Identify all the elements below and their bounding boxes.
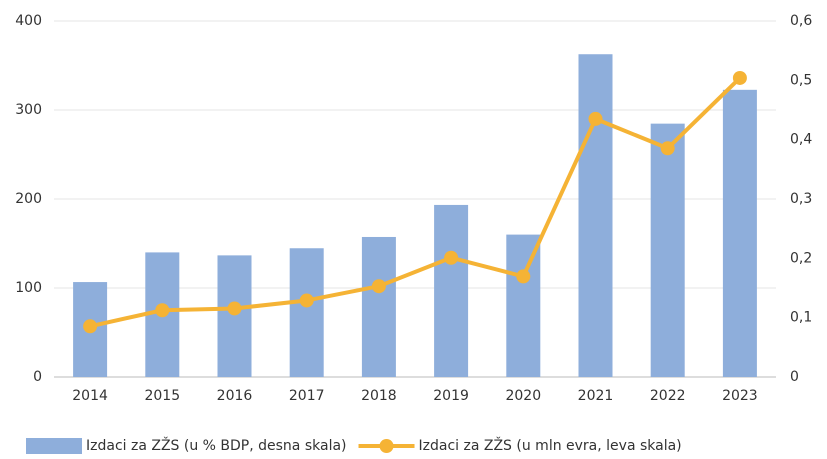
- line-point: [444, 250, 459, 265]
- bar: [722, 89, 757, 378]
- x-tick-label: 2020: [505, 388, 541, 404]
- line-point: [83, 319, 98, 334]
- x-tick-label: 2014: [72, 388, 108, 404]
- legend-swatch: [26, 438, 82, 454]
- bar: [289, 248, 324, 377]
- y-tick-label: 400: [15, 13, 42, 29]
- x-tick-label: 2018: [361, 388, 397, 404]
- line-point: [371, 279, 386, 294]
- legend-label: Izdaci za ZŽS (u % BDP, desna skala): [86, 436, 347, 454]
- x-tick-label: 2022: [650, 388, 686, 404]
- bar: [650, 123, 685, 377]
- y-tick-label: 200: [15, 191, 42, 207]
- y-tick-label: 300: [15, 102, 42, 118]
- y2-tick-label: 0,6: [790, 13, 812, 29]
- y2-tick-label: 0,5: [790, 72, 812, 88]
- x-tick-label: 2019: [433, 388, 469, 404]
- line: [89, 76, 742, 329]
- x-tick-label: 2017: [289, 388, 325, 404]
- x-tick-label: 2023: [722, 388, 758, 404]
- y2-tick-label: 0,4: [790, 132, 812, 148]
- line-point: [516, 269, 531, 284]
- legend-label: Izdaci za ZŽS (u mln evra, leva skala): [419, 436, 682, 454]
- y2-tick-label: 0,1: [790, 310, 812, 326]
- y2-tick-label: 0: [790, 369, 799, 385]
- y2-tick-label: 0,2: [790, 250, 812, 266]
- bar: [361, 236, 396, 377]
- line-point: [588, 111, 603, 126]
- line-point: [660, 141, 675, 156]
- x-tick-label: 2021: [578, 388, 614, 404]
- legend-swatch: [379, 439, 394, 453]
- bar: [506, 234, 541, 377]
- bar: [217, 255, 252, 377]
- bar: [434, 204, 469, 377]
- x-tick-label: 2015: [144, 388, 180, 404]
- line-point: [155, 303, 170, 318]
- y2-tick-label: 0,3: [790, 191, 812, 207]
- line-point: [299, 293, 314, 308]
- line-point: [227, 301, 242, 316]
- line-point: [732, 70, 747, 85]
- y-tick-label: 100: [15, 280, 42, 296]
- x-tick-label: 2016: [217, 388, 253, 404]
- bar: [578, 54, 613, 378]
- y-tick-label: 0: [33, 369, 42, 385]
